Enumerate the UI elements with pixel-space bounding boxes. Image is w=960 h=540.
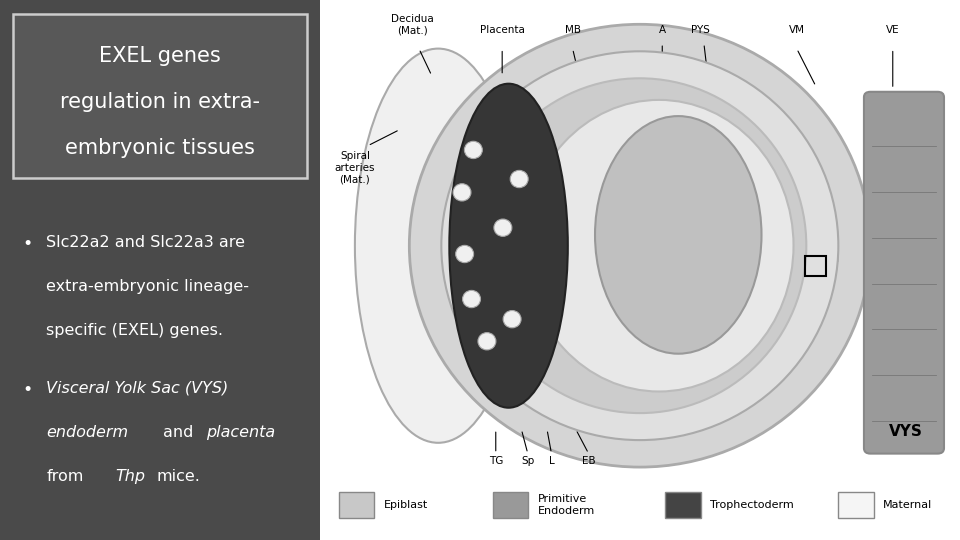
Bar bbox=[339, 492, 374, 518]
Text: Epiblast: Epiblast bbox=[384, 500, 428, 510]
Ellipse shape bbox=[473, 78, 806, 413]
Bar bbox=[492, 492, 528, 518]
Text: Primitive
Endoderm: Primitive Endoderm bbox=[538, 494, 594, 516]
Text: BI: BI bbox=[828, 254, 839, 264]
Text: specific (EXEL) genes.: specific (EXEL) genes. bbox=[46, 323, 224, 339]
Ellipse shape bbox=[442, 51, 838, 440]
Text: Slc22a2 and Slc22a3 are: Slc22a2 and Slc22a3 are bbox=[46, 235, 246, 250]
Text: regulation in extra-: regulation in extra- bbox=[60, 92, 260, 112]
Text: •: • bbox=[22, 381, 33, 399]
Text: Placenta: Placenta bbox=[480, 25, 524, 35]
Text: embryonic tissues: embryonic tissues bbox=[65, 138, 254, 158]
Ellipse shape bbox=[595, 116, 761, 354]
Ellipse shape bbox=[355, 49, 521, 443]
Text: mice.: mice. bbox=[156, 469, 201, 484]
Text: PYS: PYS bbox=[691, 25, 710, 35]
Text: endoderm: endoderm bbox=[46, 425, 129, 440]
Bar bbox=[665, 492, 701, 518]
Text: A: A bbox=[659, 25, 666, 35]
Bar bbox=[838, 492, 874, 518]
Text: •: • bbox=[22, 235, 33, 253]
Text: TG: TG bbox=[489, 456, 503, 467]
Text: Sp: Sp bbox=[521, 456, 535, 467]
Text: Visceral Yolk Sac (VYS): Visceral Yolk Sac (VYS) bbox=[46, 381, 228, 396]
Text: MB: MB bbox=[564, 25, 581, 35]
Text: Maternal: Maternal bbox=[883, 500, 932, 510]
Text: EXEL genes: EXEL genes bbox=[99, 46, 221, 66]
Text: Spiral
arteries
(Mat.): Spiral arteries (Mat.) bbox=[335, 151, 375, 184]
Ellipse shape bbox=[453, 184, 471, 201]
Text: placenta: placenta bbox=[206, 425, 276, 440]
Text: from: from bbox=[46, 469, 84, 484]
Ellipse shape bbox=[409, 24, 871, 467]
Text: and: and bbox=[163, 425, 193, 440]
Bar bbox=[805, 256, 826, 276]
Text: EB: EB bbox=[582, 456, 595, 467]
Ellipse shape bbox=[465, 141, 482, 159]
Text: Trophectoderm: Trophectoderm bbox=[710, 500, 794, 510]
Text: Decidua
(Mat.): Decidua (Mat.) bbox=[391, 14, 434, 35]
Ellipse shape bbox=[478, 333, 496, 350]
Ellipse shape bbox=[524, 100, 794, 392]
Ellipse shape bbox=[463, 291, 481, 308]
Ellipse shape bbox=[456, 245, 473, 262]
Text: VE: VE bbox=[886, 25, 900, 35]
FancyBboxPatch shape bbox=[12, 14, 307, 178]
Ellipse shape bbox=[510, 171, 528, 188]
Text: Thp: Thp bbox=[115, 469, 145, 484]
Text: L: L bbox=[548, 456, 554, 467]
Ellipse shape bbox=[449, 84, 567, 408]
Ellipse shape bbox=[494, 219, 512, 237]
FancyBboxPatch shape bbox=[864, 92, 944, 454]
Text: VM: VM bbox=[789, 25, 804, 35]
Text: VYS: VYS bbox=[889, 424, 923, 439]
Text: extra-embryonic lineage-: extra-embryonic lineage- bbox=[46, 279, 250, 294]
Ellipse shape bbox=[503, 310, 521, 328]
